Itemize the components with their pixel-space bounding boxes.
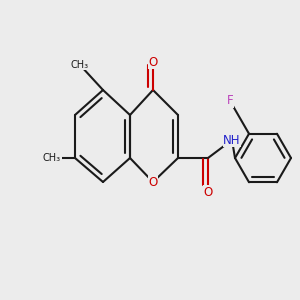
Text: NH: NH [223,134,241,146]
Text: CH₃: CH₃ [71,60,89,70]
Text: O: O [148,56,158,68]
Text: O: O [148,176,158,188]
Text: F: F [227,94,233,107]
Text: CH₃: CH₃ [43,153,61,163]
Text: O: O [203,185,213,199]
